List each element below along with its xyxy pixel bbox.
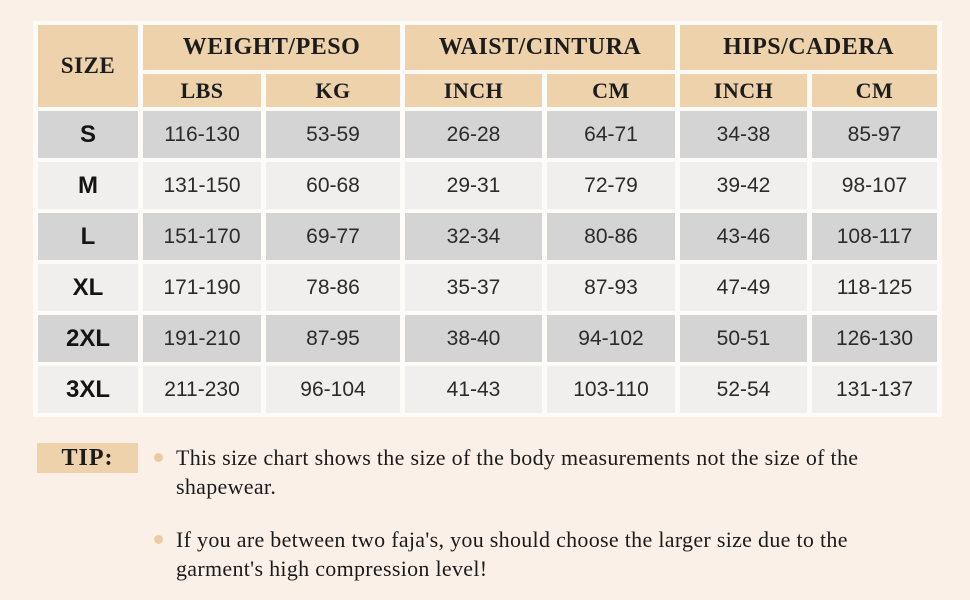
hips-inch-header: INCH xyxy=(680,74,807,107)
value-cell: 78-86 xyxy=(266,264,400,311)
value-cell: 118-125 xyxy=(812,264,937,311)
size-chart-table: SIZE WEIGHT/PESO WAIST/CINTURA HIPS/CADE… xyxy=(33,21,942,417)
table-header: SIZE WEIGHT/PESO WAIST/CINTURA HIPS/CADE… xyxy=(38,25,937,107)
waist-inch-header: INCH xyxy=(405,74,542,107)
header-unit-row: LBS KG INCH CM INCH CM xyxy=(38,74,937,107)
value-cell: 98-107 xyxy=(812,162,937,209)
size-cell: M xyxy=(38,162,138,209)
value-cell: 94-102 xyxy=(547,315,675,362)
tip-row-1: TIP: This size chart shows the size of t… xyxy=(37,443,947,501)
table-row: L 151-170 69-77 32-34 80-86 43-46 108-117 xyxy=(38,213,937,260)
value-cell: 80-86 xyxy=(547,213,675,260)
size-cell: 3XL xyxy=(38,366,138,413)
header-group-row: SIZE WEIGHT/PESO WAIST/CINTURA HIPS/CADE… xyxy=(38,25,937,107)
value-cell: 72-79 xyxy=(547,162,675,209)
value-cell: 171-190 xyxy=(143,264,261,311)
weight-kg-header: KG xyxy=(266,74,400,107)
tip-item: This size chart shows the size of the bo… xyxy=(146,443,858,501)
hips-group-header: HIPS/CADERA xyxy=(680,25,937,70)
value-cell: 60-68 xyxy=(266,162,400,209)
value-cell: 39-42 xyxy=(680,162,807,209)
tip-text-2: If you are between two faja's, you shoul… xyxy=(176,527,848,581)
size-cell: S xyxy=(38,111,138,158)
value-cell: 32-34 xyxy=(405,213,542,260)
value-cell: 151-170 xyxy=(143,213,261,260)
weight-group-header: WEIGHT/PESO xyxy=(143,25,400,70)
value-cell: 108-117 xyxy=(812,213,937,260)
tip-item: If you are between two faja's, you shoul… xyxy=(146,525,848,583)
value-cell: 69-77 xyxy=(266,213,400,260)
table-row: XL 171-190 78-86 35-37 87-93 47-49 118-125 xyxy=(38,264,937,311)
value-cell: 116-130 xyxy=(143,111,261,158)
value-cell: 29-31 xyxy=(405,162,542,209)
value-cell: 47-49 xyxy=(680,264,807,311)
bullet-icon xyxy=(154,535,163,544)
value-cell: 96-104 xyxy=(266,366,400,413)
value-cell: 50-51 xyxy=(680,315,807,362)
value-cell: 64-71 xyxy=(547,111,675,158)
value-cell: 85-97 xyxy=(812,111,937,158)
value-cell: 34-38 xyxy=(680,111,807,158)
value-cell: 211-230 xyxy=(143,366,261,413)
table-row: 3XL 211-230 96-104 41-43 103-110 52-54 131-137 xyxy=(38,366,937,413)
value-cell: 131-137 xyxy=(812,366,937,413)
tip-label: TIP: xyxy=(37,443,138,473)
tip-text-1: This size chart shows the size of the bo… xyxy=(176,445,859,499)
value-cell: 126-130 xyxy=(812,315,937,362)
weight-lbs-header: LBS xyxy=(143,74,261,107)
value-cell: 38-40 xyxy=(405,315,542,362)
value-cell: 52-54 xyxy=(680,366,807,413)
tip-label-spacer xyxy=(37,525,138,526)
hips-cm-header: CM xyxy=(812,74,937,107)
value-cell: 35-37 xyxy=(405,264,542,311)
value-cell: 53-59 xyxy=(266,111,400,158)
bullet-icon xyxy=(154,453,163,462)
value-cell: 87-93 xyxy=(547,264,675,311)
value-cell: 41-43 xyxy=(405,366,542,413)
value-cell: 103-110 xyxy=(547,366,675,413)
size-column-header: SIZE xyxy=(38,25,138,107)
tips-section: TIP: This size chart shows the size of t… xyxy=(37,443,947,583)
table-body: S 116-130 53-59 26-28 64-71 34-38 85-97 M 131-15… xyxy=(38,111,937,413)
waist-cm-header: CM xyxy=(547,74,675,107)
size-cell: 2XL xyxy=(38,315,138,362)
table-row: 2XL 191-210 87-95 38-40 94-102 50-51 126-130 xyxy=(38,315,937,362)
value-cell: 191-210 xyxy=(143,315,261,362)
size-cell: XL xyxy=(38,264,138,311)
table-row: M 131-150 60-68 29-31 72-79 39-42 98-107 xyxy=(38,162,937,209)
value-cell: 26-28 xyxy=(405,111,542,158)
value-cell: 43-46 xyxy=(680,213,807,260)
size-cell: L xyxy=(38,213,138,260)
table-row: S 116-130 53-59 26-28 64-71 34-38 85-97 xyxy=(38,111,937,158)
tip-row-2: If you are between two faja's, you shoul… xyxy=(37,525,947,583)
value-cell: 87-95 xyxy=(266,315,400,362)
waist-group-header: WAIST/CINTURA xyxy=(405,25,675,70)
value-cell: 131-150 xyxy=(143,162,261,209)
